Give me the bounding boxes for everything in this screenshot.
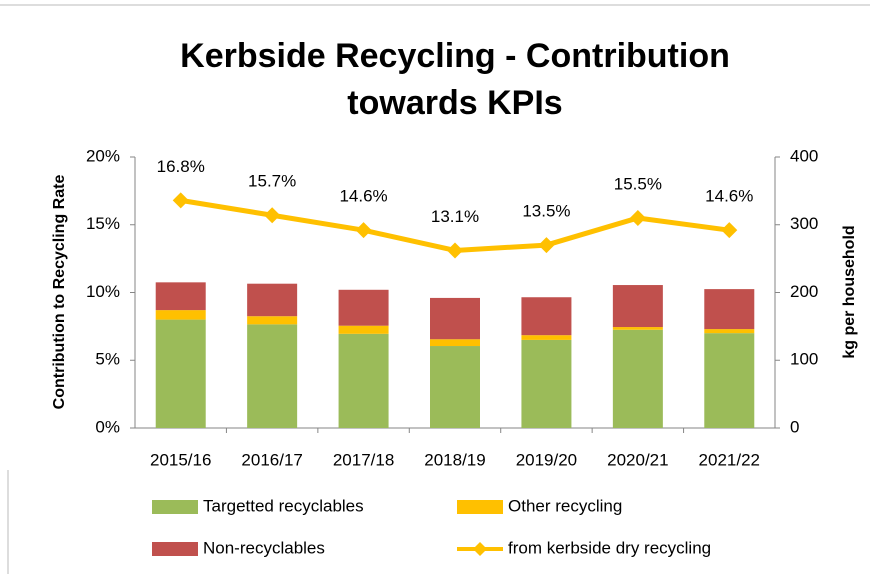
bar-segment [521, 339, 572, 428]
legend-label: Other recycling [508, 496, 622, 515]
y-tick-label: 0% [95, 417, 120, 436]
data-label: 15.5% [614, 174, 662, 193]
bar-segment [521, 335, 572, 340]
bar-segment [704, 333, 755, 428]
legend-swatch [152, 542, 198, 556]
legend-label: from kerbside dry recycling [508, 538, 711, 557]
y2-tick-label: 0 [790, 417, 799, 436]
data-label: 14.6% [705, 187, 753, 206]
data-label: 13.5% [522, 202, 570, 221]
y2-tick-label: 400 [790, 146, 818, 165]
legend-label: Targetted recyclables [203, 496, 364, 515]
line-marker [447, 242, 463, 259]
x-tick-label: 2017/18 [333, 450, 394, 469]
y-tick-label: 15% [86, 214, 120, 233]
y2-axis-label: kg per household [841, 225, 858, 358]
legend-swatch [457, 500, 503, 514]
y-tick-label: 5% [95, 350, 120, 369]
bar-segment [430, 339, 480, 347]
line-marker [721, 222, 738, 239]
x-tick-label: 2021/22 [699, 450, 760, 469]
bar-segment [612, 327, 663, 330]
x-tick-label: 2020/21 [607, 450, 668, 469]
chart-title: towards KPIs [347, 84, 562, 122]
bar-segment [338, 289, 389, 326]
bar-segment [430, 346, 480, 428]
y-tick-label: 10% [86, 282, 120, 301]
y-tick-label: 20% [86, 146, 120, 165]
data-label: 15.7% [248, 172, 296, 191]
x-tick-label: 2019/20 [516, 450, 577, 469]
y2-tick-label: 100 [790, 350, 818, 369]
line-marker [355, 222, 372, 239]
chart-title: Kerbside Recycling - Contribution [180, 37, 730, 75]
bar-segment [521, 297, 572, 336]
line-marker [538, 237, 555, 254]
line-marker [172, 192, 189, 209]
line-marker [264, 207, 281, 224]
x-tick-label: 2016/17 [241, 450, 302, 469]
legend-swatch [473, 542, 487, 556]
bar-segment [155, 310, 206, 320]
bar-segment [612, 329, 663, 428]
legend-label: Non-recyclables [203, 538, 325, 557]
bar-segment [704, 329, 755, 334]
legend-swatch [152, 500, 198, 514]
y2-tick-label: 300 [790, 214, 818, 233]
x-tick-label: 2018/19 [424, 450, 485, 469]
data-label: 16.8% [157, 157, 205, 176]
x-tick-label: 2015/16 [150, 450, 211, 469]
bar-segment [612, 285, 663, 328]
bar-segment [430, 297, 480, 340]
bar-segment [338, 325, 389, 334]
y2-tick-label: 200 [790, 282, 818, 301]
bar-segment [247, 316, 298, 325]
data-label: 13.1% [431, 207, 479, 226]
line-marker [629, 209, 646, 226]
bar-segment [155, 282, 206, 311]
bar-segment [247, 324, 298, 428]
y-axis-label: Contribution to Recycling Rate [51, 175, 68, 410]
bar-segment [247, 283, 298, 317]
bar-segment [155, 319, 206, 428]
bar-segment [338, 333, 389, 428]
data-label: 14.6% [339, 187, 387, 206]
bar-segment [704, 289, 755, 330]
